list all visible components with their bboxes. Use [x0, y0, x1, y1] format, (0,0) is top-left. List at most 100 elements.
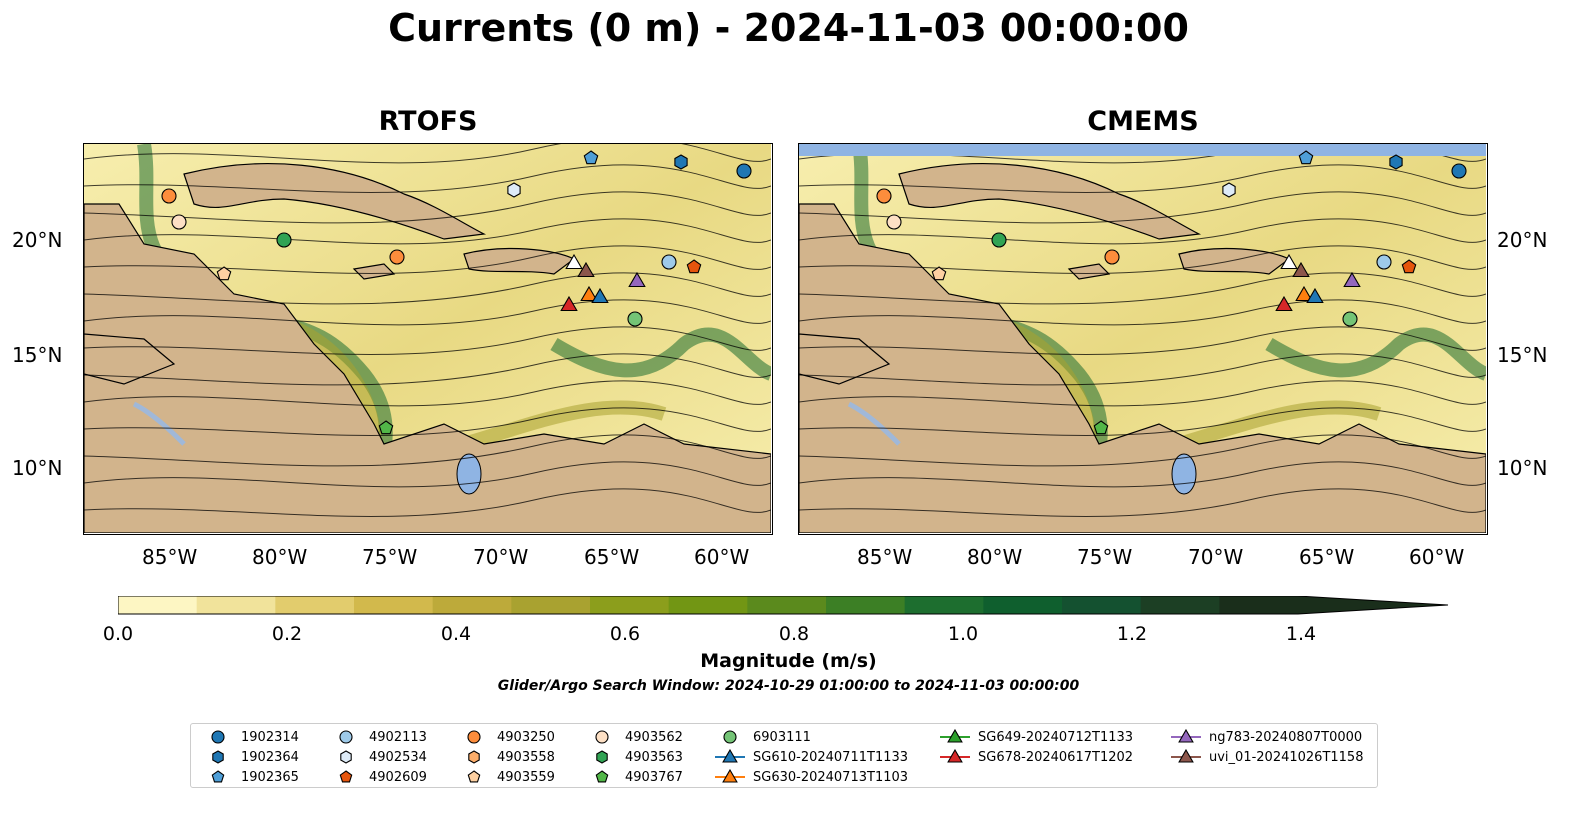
triangle-icon: [1171, 748, 1201, 763]
legend-label: SG630-20240713T1103: [753, 770, 909, 785]
hexagon-icon: [212, 750, 224, 764]
streamline: [84, 461, 771, 488]
map-canvas: [84, 144, 771, 533]
legend-marker: [211, 770, 225, 783]
legend-label: uvi_01-20241026T1158: [1209, 750, 1364, 765]
colorbar-segment: [590, 596, 670, 614]
colorbar-segment: [354, 596, 434, 614]
streamline: [799, 434, 1486, 467]
circle-icon: [595, 730, 609, 744]
figure-title: Currents (0 m) - 2024-11-03 00:00:00: [388, 6, 1189, 50]
land-mass: [898, 163, 1202, 240]
lon-tick-label: 60°W: [1409, 545, 1465, 569]
float-marker: [389, 249, 405, 265]
glider-marker: [565, 253, 583, 270]
legend-marker: [596, 750, 608, 764]
triangle-icon: [940, 748, 970, 763]
float-marker: [171, 214, 187, 230]
circle-icon: [723, 730, 737, 744]
lat-tick-label: 20°N: [1497, 228, 1548, 252]
colorbar-tick-label: 1.4: [1285, 623, 1317, 645]
lake: [847, 401, 901, 446]
streamline: [799, 488, 1486, 517]
streamline: [84, 380, 771, 407]
float-marker: [1376, 254, 1392, 270]
legend-label: 4903250: [497, 730, 555, 745]
streamline: [799, 353, 1486, 386]
colorbar-outline: [117, 595, 1449, 615]
float-marker: [1222, 182, 1236, 198]
legend-marker: [595, 730, 609, 744]
colorbar-bar: [117, 595, 1449, 615]
legend-marker: [1178, 728, 1194, 743]
float-marker: [1104, 249, 1120, 265]
float-marker: [1342, 311, 1358, 327]
streamline: [84, 164, 771, 193]
float-marker: [686, 259, 702, 274]
float-marker: [674, 154, 688, 170]
legend-marker: [467, 730, 481, 744]
legend-marker: [947, 728, 963, 743]
float-marker: [876, 188, 892, 204]
streamline: [84, 326, 771, 355]
streamline: [799, 461, 1486, 488]
colorbar-segment: [1140, 596, 1220, 614]
colorbar-tick-label: 0.8: [778, 623, 810, 645]
streamline: [84, 434, 771, 467]
triangle-icon: [1171, 728, 1201, 743]
triangle-icon: [715, 768, 745, 783]
glider-marker: [1275, 295, 1293, 312]
legend-label: SG678-20240617T1202: [978, 750, 1134, 765]
legend-marker: [1178, 748, 1194, 763]
hexagon-icon: [596, 750, 608, 764]
streamline: [84, 218, 771, 245]
legend-label: ng783-20240807T0000: [1209, 730, 1363, 745]
float-marker: [507, 182, 521, 198]
lon-tick-label: 70°W: [473, 545, 529, 569]
streamline: [799, 191, 1486, 224]
lat-tick-label: 20°N: [12, 228, 63, 252]
colorbar: [117, 595, 1453, 626]
legend-label: 4902609: [369, 770, 427, 785]
colorbar-segment: [1062, 596, 1142, 614]
no-data-strip: [799, 144, 1486, 156]
streamline: [84, 191, 771, 224]
land-mass: [183, 163, 487, 240]
legend-marker: [467, 770, 481, 783]
colorbar-tick-label: 0.6: [609, 623, 641, 645]
glider-marker: [591, 287, 609, 304]
current-band: [1265, 327, 1486, 381]
circle-icon: [339, 730, 353, 744]
legend-marker: [722, 748, 738, 763]
legend-label: 6903111: [753, 730, 811, 745]
colorbar-segment: [275, 596, 355, 614]
streamline: [84, 407, 771, 436]
lon-tick-label: 60°W: [694, 545, 750, 569]
land-mass: [1067, 263, 1111, 280]
panel-title-rtofs: RTOFS: [378, 106, 478, 137]
legend-marker: [722, 768, 738, 783]
map-panel-cmems: [798, 143, 1488, 535]
lake: [456, 453, 482, 495]
pentagon-icon: [595, 770, 609, 783]
lat-tick-label: 10°N: [1497, 456, 1548, 480]
legend-label: 1902314: [241, 730, 299, 745]
map-panel-rtofs: [83, 143, 773, 535]
float-marker: [1401, 259, 1417, 274]
colorbar-extend-arrow: [1298, 596, 1448, 614]
float-marker: [1389, 154, 1403, 170]
colorbar-tick-label: 0.4: [440, 623, 472, 645]
streamline: [799, 164, 1486, 193]
triangle-icon: [715, 748, 745, 763]
streamline: [799, 407, 1486, 436]
lat-tick-label: 15°N: [12, 343, 63, 367]
streamline: [799, 245, 1486, 274]
streamline: [84, 299, 771, 326]
land-mass: [352, 263, 396, 280]
colorbar-segment: [983, 596, 1063, 614]
lake: [132, 401, 186, 446]
lon-tick-label: 65°W: [1299, 545, 1355, 569]
streamline: [84, 272, 771, 305]
lon-tick-label: 85°W: [857, 545, 913, 569]
lon-tick-label: 75°W: [362, 545, 418, 569]
